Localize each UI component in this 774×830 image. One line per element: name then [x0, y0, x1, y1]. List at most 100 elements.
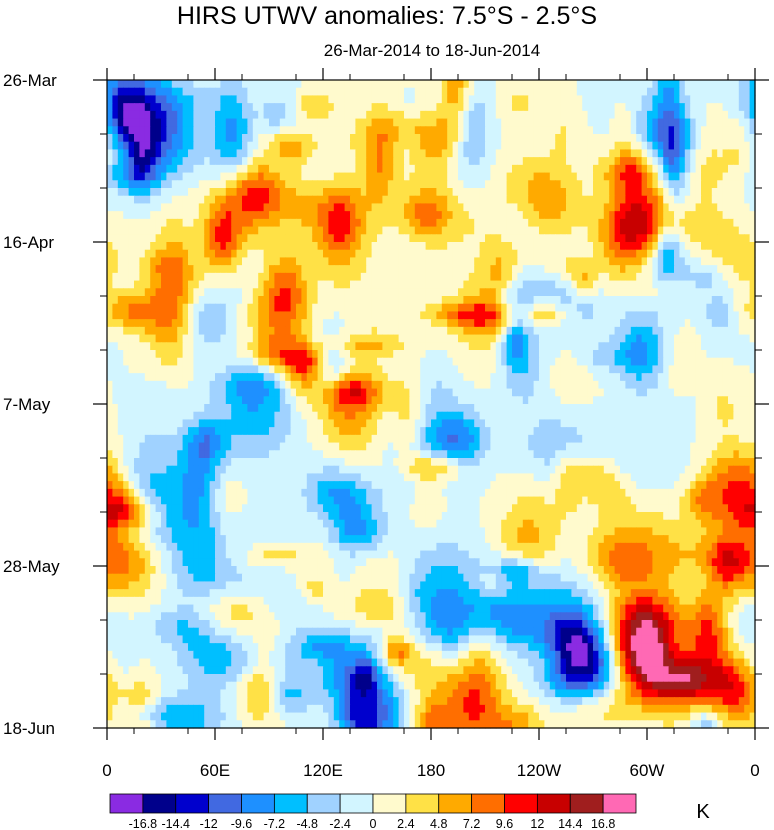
heatmap-cell — [501, 126, 508, 135]
heatmap-cell — [744, 95, 751, 104]
heatmap-cell — [420, 350, 427, 359]
heatmap-cell — [614, 272, 621, 282]
heatmap-cell — [117, 396, 124, 405]
heatmap-cell — [641, 218, 648, 228]
heatmap-cell — [312, 226, 319, 235]
heatmap-cell — [576, 342, 583, 351]
heatmap-cell — [231, 103, 238, 112]
heatmap-cell — [738, 373, 745, 382]
heatmap-cell — [161, 211, 167, 220]
heatmap-cell — [668, 203, 675, 212]
heatmap-cell — [587, 203, 594, 212]
heatmap-cell — [614, 180, 621, 189]
heatmap-cell — [204, 134, 211, 143]
heatmap-cell — [323, 134, 329, 143]
heatmap-cell — [263, 342, 270, 351]
heatmap-cell — [344, 380, 351, 390]
heatmap-cell — [458, 257, 464, 266]
heatmap-cell — [182, 172, 189, 181]
heatmap-cell — [117, 218, 124, 228]
heatmap-cell — [258, 350, 265, 359]
heatmap-cell — [285, 373, 292, 382]
heatmap-cell — [339, 296, 346, 305]
heatmap-cell — [593, 272, 599, 282]
heatmap-cell — [350, 288, 356, 297]
heatmap-cell — [501, 249, 508, 259]
heatmap-cell — [193, 303, 200, 313]
heatmap-cell — [279, 134, 286, 143]
heatmap-cell — [733, 365, 740, 374]
heatmap-cell — [350, 257, 356, 266]
heatmap-cell — [139, 226, 146, 235]
heatmap-cell — [393, 373, 400, 382]
heatmap-cell — [139, 195, 146, 205]
heatmap-cell — [722, 218, 729, 228]
heatmap-cell — [522, 110, 529, 120]
heatmap-cell — [296, 380, 302, 390]
heatmap-cell — [285, 380, 292, 390]
heatmap-cell — [701, 319, 707, 328]
heatmap-cell — [269, 103, 275, 112]
heatmap-cell — [679, 326, 686, 336]
heatmap-cell — [452, 334, 459, 343]
heatmap-cell — [231, 249, 238, 259]
heatmap-cell — [695, 80, 702, 89]
heatmap-cell — [587, 180, 594, 189]
heatmap-cell — [647, 334, 653, 343]
heatmap-cell — [134, 226, 140, 235]
heatmap-cell — [236, 95, 243, 104]
heatmap-cell — [150, 365, 157, 374]
heatmap-cell — [112, 288, 119, 297]
heatmap-cell — [269, 249, 275, 259]
heatmap-cell — [436, 326, 443, 336]
heatmap-cell — [188, 149, 194, 158]
heatmap-cell — [198, 303, 205, 313]
heatmap-cell — [134, 311, 140, 320]
heatmap-cell — [274, 257, 281, 266]
heatmap-cell — [220, 80, 227, 89]
heatmap-cell — [112, 103, 119, 112]
heatmap-cell — [587, 380, 594, 390]
heatmap-cell — [420, 272, 427, 282]
heatmap-cell — [123, 188, 130, 197]
heatmap-cell — [641, 388, 648, 397]
heatmap-cell — [296, 319, 302, 328]
heatmap-cell — [188, 157, 194, 166]
heatmap-cell — [668, 357, 675, 367]
heatmap-cell — [177, 380, 184, 390]
heatmap-cell — [225, 303, 232, 313]
heatmap-cell — [684, 103, 691, 112]
heatmap-cell — [674, 365, 680, 374]
heatmap-cell — [620, 203, 626, 212]
heatmap-cell — [695, 242, 702, 251]
heatmap-cell — [485, 249, 491, 259]
heatmap-cell — [474, 296, 481, 305]
heatmap-cell — [404, 226, 410, 235]
heatmap-cell — [112, 242, 119, 251]
heatmap-cell — [539, 350, 545, 359]
heatmap-cell — [290, 373, 297, 382]
heatmap-cell — [544, 342, 551, 351]
chart-subtitle: 26-Mar-2014 to 18-Jun-2014 — [323, 41, 541, 60]
heatmap-cell — [490, 311, 497, 320]
heatmap-cell — [458, 380, 464, 390]
heatmap-cell — [166, 195, 173, 205]
heatmap-cell — [285, 242, 292, 251]
heatmap-cell — [452, 342, 459, 351]
heatmap-cell — [679, 134, 686, 143]
heatmap-cell — [123, 141, 130, 151]
heatmap-cell — [479, 141, 486, 151]
heatmap-cell — [139, 242, 146, 251]
heatmap-cell — [285, 288, 292, 297]
heatmap-cell — [620, 342, 626, 351]
heatmap-cell — [296, 350, 302, 359]
heatmap-cell — [495, 188, 502, 197]
heatmap-cell — [139, 141, 146, 151]
heatmap-cell — [674, 280, 680, 289]
heatmap-cell — [236, 319, 243, 328]
heatmap-cell — [652, 334, 659, 343]
heatmap-cell — [539, 188, 545, 197]
heatmap-cell — [123, 164, 130, 174]
heatmap-cell — [479, 95, 486, 104]
heatmap-cell — [539, 211, 545, 220]
